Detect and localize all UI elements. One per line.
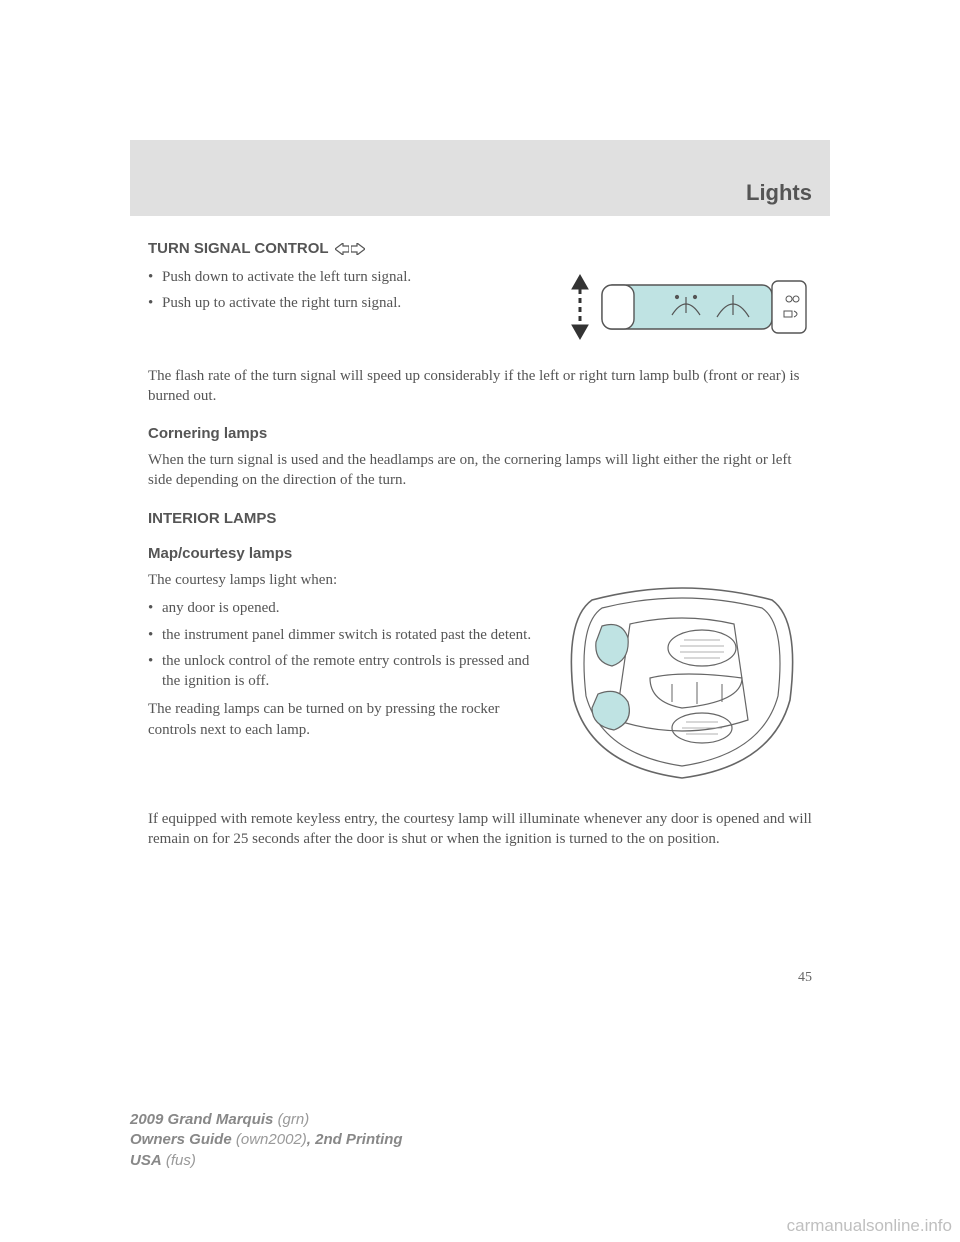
interior-lamps-heading-text: INTERIOR LAMPS <box>148 510 276 527</box>
footer-printing: , 2nd Printing <box>307 1131 403 1148</box>
reading-lamps-text: The reading lamps can be turned on by pr… <box>148 699 534 740</box>
courtesy-intro: The courtesy lamps light when: <box>148 570 534 590</box>
watermark: carmanualsonline.info <box>787 1216 952 1236</box>
turn-signal-heading: TURN SIGNAL CONTROL <box>148 240 812 257</box>
footer-region-code: (fus) <box>166 1152 196 1169</box>
page-number: 45 <box>130 970 830 986</box>
footer-guide: Owners Guide <box>130 1131 232 1148</box>
footer-model-code: (grn) <box>278 1111 310 1128</box>
footer-region: USA <box>130 1152 162 1169</box>
bullet-item: the instrument panel dimmer switch is ro… <box>148 625 534 645</box>
chapter-title: Lights <box>746 180 812 206</box>
chapter-header: Lights <box>130 140 830 216</box>
turn-signal-bullets: Push down to activate the left turn sign… <box>148 267 544 314</box>
bullet-item: Push up to activate the right turn signa… <box>148 293 544 313</box>
bullet-item: Push down to activate the left turn sign… <box>148 267 544 287</box>
courtesy-bullets: any door is opened. the instrument panel… <box>148 598 534 691</box>
footer-block: 2009 Grand Marquis (grn) Owners Guide (o… <box>130 1110 403 1171</box>
courtesy-lamp-figure <box>552 570 812 790</box>
bullet-item: any door is opened. <box>148 598 534 618</box>
turn-signal-stalk-figure <box>562 267 812 347</box>
map-courtesy-heading: Map/courtesy lamps <box>148 545 812 562</box>
cornering-heading: Cornering lamps <box>148 425 812 442</box>
turn-signal-heading-text: TURN SIGNAL CONTROL <box>148 240 329 257</box>
bullet-item: the unlock control of the remote entry c… <box>148 651 534 692</box>
cornering-text: When the turn signal is used and the hea… <box>148 450 812 491</box>
flash-rate-note: The flash rate of the turn signal will s… <box>148 366 812 407</box>
interior-lamps-heading: INTERIOR LAMPS <box>148 510 812 527</box>
footer-guide-code: (own2002) <box>236 1131 307 1148</box>
turn-signal-arrows-icon <box>335 243 365 255</box>
footer-model: 2009 Grand Marquis <box>130 1111 273 1128</box>
keyless-entry-text: If equipped with remote keyless entry, t… <box>148 809 812 850</box>
